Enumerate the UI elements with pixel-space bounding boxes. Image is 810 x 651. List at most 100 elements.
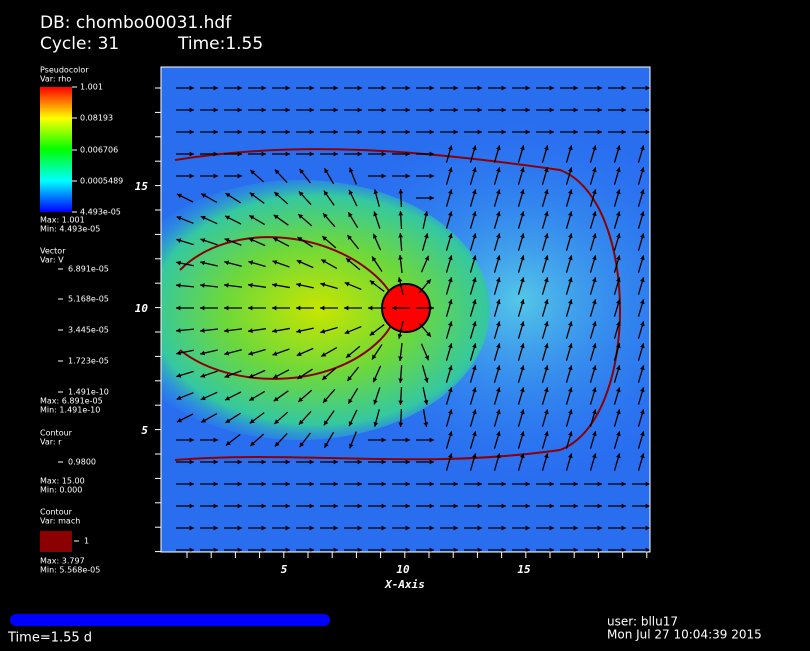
- vector-head: [176, 216, 182, 221]
- vector-head: [200, 328, 205, 333]
- vector-head: [429, 547, 434, 552]
- vector-head: [544, 189, 549, 195]
- vector-head: [429, 437, 434, 443]
- x-axis-title: X-Axis: [384, 578, 425, 591]
- vector-head: [525, 547, 530, 552]
- vector-head: [592, 343, 597, 349]
- vector-head: [176, 417, 182, 423]
- vector-head: [405, 481, 410, 487]
- y-tick-label: 5: [141, 424, 148, 437]
- vector-head: [213, 437, 218, 443]
- vector-head: [423, 233, 429, 239]
- vector-head: [568, 387, 573, 393]
- vector-head: [592, 409, 597, 415]
- vector-head: [616, 277, 621, 283]
- vector-head: [200, 350, 206, 356]
- vector-head: [472, 167, 477, 173]
- vector-head: [472, 343, 477, 349]
- vector-head: [520, 145, 525, 151]
- vector-head: [520, 277, 525, 283]
- vector-head: [453, 481, 458, 487]
- vector-head: [381, 85, 386, 91]
- vector-head: [200, 283, 205, 288]
- vector-head: [237, 85, 242, 91]
- vector-head: [544, 343, 549, 349]
- vector-head: [261, 151, 266, 157]
- vector-head: [274, 169, 280, 175]
- vector-head: [261, 85, 266, 91]
- vector-head: [472, 145, 477, 151]
- vector-head: [597, 85, 602, 91]
- vector-head: [448, 277, 453, 283]
- legend-min: Min: 4.493e-05: [40, 225, 100, 234]
- legend-label: 5.168e-05: [68, 295, 109, 304]
- vector-head: [448, 453, 453, 459]
- vector-head: [496, 365, 501, 371]
- vector-head: [573, 107, 578, 113]
- vector-head: [189, 129, 194, 135]
- vector-head: [298, 191, 304, 197]
- vector-head: [346, 258, 351, 263]
- vector-head: [398, 211, 404, 216]
- vector-head: [525, 85, 530, 91]
- vector-head: [472, 365, 477, 371]
- vector-head: [344, 329, 350, 334]
- vector-head: [520, 453, 525, 459]
- vector-head: [200, 260, 206, 266]
- vector-head: [298, 419, 304, 425]
- vector-head: [176, 305, 181, 311]
- vector-head: [405, 85, 410, 91]
- vector-head: [597, 503, 602, 509]
- vector-head: [249, 192, 255, 198]
- vector-head: [373, 421, 379, 427]
- vector-head: [549, 525, 554, 531]
- vector-head: [285, 459, 290, 465]
- legend-max: Max: 3.797: [40, 557, 85, 566]
- y-tick-label: 10: [135, 302, 149, 315]
- vector-head: [405, 459, 410, 465]
- vector-head: [453, 107, 458, 113]
- vector-head: [616, 431, 621, 437]
- vector-head: [237, 547, 242, 552]
- vector-head: [405, 525, 410, 531]
- vector-head: [592, 255, 597, 261]
- vector-head: [544, 453, 549, 459]
- vector-head: [250, 441, 256, 446]
- vector-head: [261, 547, 266, 552]
- vector-head: [549, 503, 554, 509]
- vector-head: [616, 321, 621, 327]
- vector-head: [213, 151, 218, 157]
- vector-head: [320, 305, 325, 311]
- vector-head: [429, 503, 434, 509]
- vector-head: [597, 547, 602, 552]
- legend-max: Max: 15.00: [40, 477, 85, 486]
- vector-head: [472, 431, 477, 437]
- vector-head: [429, 85, 434, 91]
- vector-head: [549, 547, 554, 552]
- time-slider[interactable]: [10, 614, 330, 626]
- vector-head: [299, 442, 305, 448]
- vector-head: [368, 305, 373, 311]
- cycle: Cycle: 31: [40, 34, 119, 54]
- x-tick-label: 5: [281, 563, 288, 576]
- vector-head: [397, 333, 403, 339]
- vector-head: [248, 351, 254, 356]
- vector-head: [225, 440, 231, 446]
- vector-head: [426, 331, 431, 337]
- vector-head: [224, 350, 230, 356]
- vector-head: [225, 193, 231, 198]
- vector-head: [309, 459, 314, 465]
- vector-head: [309, 107, 314, 113]
- vector-head: [272, 260, 278, 265]
- vector-head: [237, 459, 242, 465]
- vector-head: [381, 459, 386, 465]
- vector-head: [477, 547, 482, 552]
- vector-head: [472, 409, 477, 415]
- vector-head: [501, 525, 506, 531]
- vector-head: [544, 431, 549, 437]
- vector-head: [189, 481, 194, 487]
- vector-head: [592, 277, 597, 283]
- vector-head: [496, 321, 501, 327]
- vector-head: [224, 260, 230, 266]
- vector-head: [357, 547, 362, 552]
